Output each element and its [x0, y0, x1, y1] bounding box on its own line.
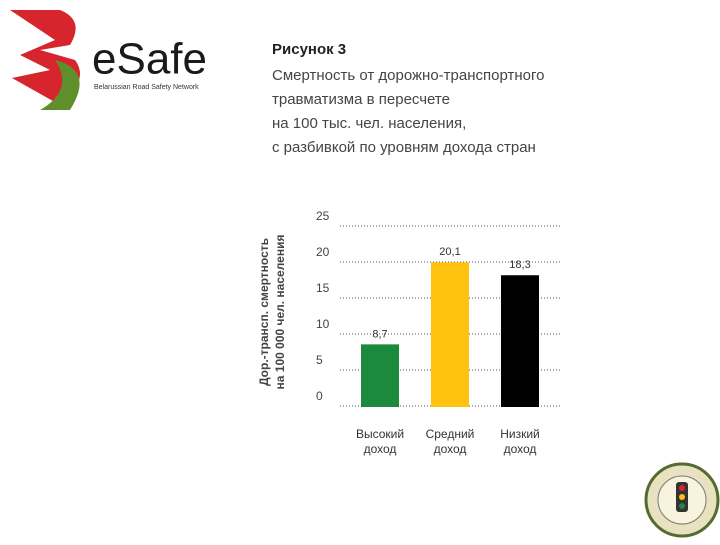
- logo-name: eSafe: [92, 35, 207, 84]
- y-tick-label: 0: [316, 389, 323, 403]
- y-tick-label: 25: [316, 209, 330, 223]
- y-label-line: на 100 000 чел. населения: [273, 235, 287, 390]
- subtitle-line: с разбивкой по уровням дохода стран: [272, 139, 536, 156]
- subtitle-line: Смертность от дорожно-транспортного: [272, 67, 544, 84]
- subtitle-line: на 100 тыс. чел. населения,: [272, 115, 466, 132]
- chart-title: Рисунок 3: [272, 41, 346, 58]
- x-tick-label: Средний доход: [426, 427, 475, 456]
- emblem: [644, 462, 720, 538]
- logo-tagline: Belarussian Road Safety Network: [94, 84, 199, 91]
- logo-mark: [10, 10, 80, 110]
- y-tick-label: 10: [316, 317, 330, 331]
- bar: [431, 262, 469, 407]
- x-tick-label: Низкий доход: [500, 427, 540, 456]
- y-label-line: Дор.-трансп. смертность: [257, 238, 271, 386]
- x-tick-label: Высокий доход: [356, 427, 404, 456]
- bar: [361, 344, 399, 407]
- subtitle-line: травматизма в пересчете: [272, 91, 450, 108]
- y-axis-label: Дор.-трансп. смертность на 100 000 чел. н…: [257, 235, 287, 390]
- y-tick-label: 15: [316, 281, 330, 295]
- y-tick-label: 5: [316, 353, 323, 367]
- bar: [501, 275, 539, 407]
- value-label: 20,1: [439, 246, 460, 258]
- value-label: 18,3: [509, 259, 530, 271]
- y-tick-label: 20: [316, 245, 330, 259]
- value-label: 8,7: [372, 328, 387, 340]
